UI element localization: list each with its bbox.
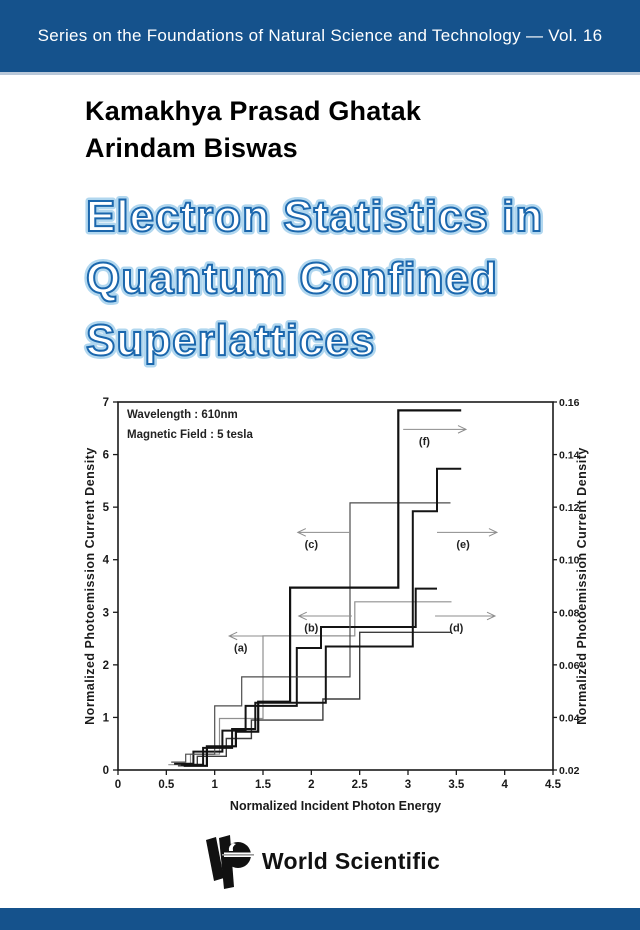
y-right-axis-title: Normalized Photoemission Current Density <box>575 447 589 725</box>
y-right-tick-label: 0.14 <box>559 450 580 462</box>
y-right-tick-label: 0.12 <box>559 502 580 514</box>
curve-arrow-head <box>297 611 307 621</box>
x-tick-label: 2 <box>308 779 314 791</box>
x-tick-label: 0.5 <box>158 779 175 791</box>
curve-label-c: (c) <box>305 539 319 551</box>
curve-label-d: (d) <box>449 623 463 635</box>
y-right-tick-label: 0.10 <box>559 555 580 567</box>
y-right-tick-label: 0.08 <box>559 607 580 619</box>
title-line-3: Superlattices <box>86 316 375 365</box>
curve-label-f: (f) <box>419 436 430 448</box>
x-tick-label: 2.5 <box>352 779 369 791</box>
photoemission-chart: 0 0.5 1 1.5 2 2.5 3 3.5 4 4.5 0 1 2 3 4 5 6 7 0.02 0.04 0.06… <box>80 386 600 818</box>
curve-label-b: (b) <box>304 623 318 635</box>
y-right-tick-label: 0.04 <box>559 712 580 724</box>
curve-c <box>171 502 451 763</box>
series-title: Series on the Foundations of Natural Sci… <box>37 26 603 45</box>
y-left-tick-label: 4 <box>103 555 110 567</box>
y-right-tick-label: 0.02 <box>559 765 580 777</box>
plot-frame <box>117 401 554 771</box>
bottom-blue-band <box>0 908 640 930</box>
publisher-name: World Scientific <box>261 847 441 874</box>
title-line-1: Electron Statistics in <box>86 192 543 241</box>
world-scientific-mark-icon <box>205 835 254 889</box>
y-left-tick-label: 0 <box>103 765 109 777</box>
title-line-2-glow: Quantum Confined <box>86 254 498 303</box>
book-title: Electron Statistics in Quantum Confined … <box>83 189 546 369</box>
curve-arrow-head <box>457 425 468 434</box>
chart-annotation: Wavelength : 610nm <box>127 409 238 421</box>
curve-label-a: (a) <box>234 643 248 655</box>
chart-annotation: Magnetic Field : 5 tesla <box>127 429 253 441</box>
curve-arrow-head <box>296 528 307 537</box>
x-tick-label: 1.5 <box>255 779 272 791</box>
x-axis-title: Normalized Incident Photon Energy <box>230 799 441 813</box>
curve-label-e: (e) <box>456 539 470 551</box>
x-tick-label: 4 <box>501 779 508 791</box>
author-name-2: Arindam Biswas <box>85 133 298 163</box>
x-tick-label: 3 <box>405 779 411 791</box>
x-tick-label: 4.5 <box>545 779 562 791</box>
author-name-1: Kamakhya Prasad Ghatak <box>85 96 422 126</box>
authors-block: Kamakhya Prasad Ghatak Arindam Biswas <box>85 93 421 167</box>
title-line-2: Quantum Confined <box>86 254 498 303</box>
curve-arrow-head <box>486 611 497 621</box>
y-left-tick-label: 7 <box>103 397 109 409</box>
y-right-tick-label: 0.16 <box>559 397 580 409</box>
y-left-tick-label: 6 <box>103 450 109 462</box>
curve-arrow-head <box>488 528 499 537</box>
publisher-logo: World Scientific <box>0 831 640 891</box>
title-outline-layer: Electron Statistics in Quantum Confined … <box>85 191 543 366</box>
x-tick-label: 3.5 <box>448 779 465 791</box>
y-right-tick-label: 0.06 <box>559 660 580 672</box>
chart-canvas: 0 0.5 1 1.5 2 2.5 3 3.5 4 4.5 0 1 2 3 4 5 6 7 0.02 0.04 0.06… <box>83 397 589 813</box>
y-left-tick-label: 2 <box>103 660 109 672</box>
curve-arrow-head <box>228 631 238 641</box>
x-tick-label: 0 <box>115 779 121 791</box>
band-separator-line <box>0 72 640 75</box>
title-line-1-glow: Electron Statistics in <box>86 192 543 241</box>
y-left-tick-label: 1 <box>103 712 110 724</box>
curve-a <box>168 601 452 766</box>
top-blue-band <box>0 0 640 72</box>
title-glow-layer: Electron Statistics in Quantum Confined … <box>83 189 546 369</box>
title-line-3-glow: Superlattices <box>86 316 375 365</box>
y-left-axis-title: Normalized Photoemission Current Density <box>83 447 97 725</box>
curve-b <box>174 587 437 765</box>
curve-f <box>183 409 462 767</box>
y-left-tick-label: 3 <box>103 607 109 619</box>
y-left-tick-label: 5 <box>103 502 110 514</box>
x-tick-label: 1 <box>211 779 218 791</box>
